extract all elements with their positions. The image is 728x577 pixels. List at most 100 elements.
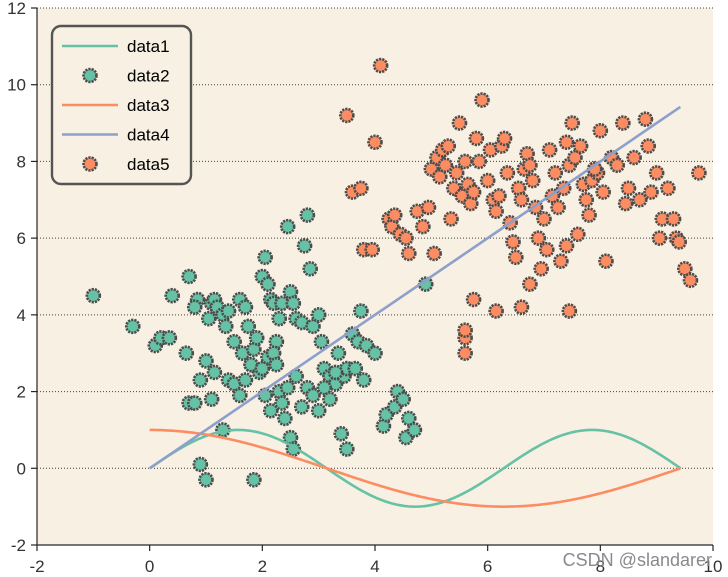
data5-point bbox=[465, 184, 482, 200]
data2-point bbox=[316, 379, 333, 396]
data2-point bbox=[246, 471, 262, 488]
data2-point bbox=[248, 330, 265, 346]
data5-point bbox=[488, 303, 504, 319]
data5-point bbox=[626, 149, 642, 166]
data5-point bbox=[569, 226, 586, 243]
data2-point bbox=[240, 318, 257, 335]
y-tick-label: -2 bbox=[11, 536, 26, 555]
watermark: CSDN @slandarer bbox=[562, 550, 712, 570]
data5-point bbox=[615, 115, 631, 131]
data2-point bbox=[353, 303, 369, 319]
data5-point bbox=[561, 303, 578, 319]
series-layer bbox=[85, 57, 707, 508]
data5-point bbox=[682, 272, 699, 289]
data2-point bbox=[268, 356, 285, 373]
legend-item-data5: data5 bbox=[82, 155, 170, 174]
data2-point bbox=[322, 391, 338, 408]
data2-point bbox=[206, 364, 223, 381]
y-tick-label: 6 bbox=[17, 229, 26, 248]
data5-point bbox=[651, 230, 668, 246]
data5-point bbox=[578, 191, 595, 208]
data2-point bbox=[201, 310, 217, 327]
data2-point bbox=[274, 395, 290, 411]
legend-swatch-marker bbox=[82, 67, 98, 84]
data2-point bbox=[305, 318, 321, 335]
data5-point bbox=[353, 180, 369, 197]
data2-point bbox=[327, 364, 344, 381]
data5-point bbox=[524, 172, 541, 189]
axes: -2 0 2 4 6 8 10 -2 0 2 4 6 8 10 12 bbox=[7, 0, 722, 576]
data2-point bbox=[164, 287, 180, 304]
data5-point bbox=[457, 345, 473, 362]
x-tick-label: 0 bbox=[145, 557, 154, 576]
series-data4-line bbox=[148, 105, 682, 470]
data2-point bbox=[400, 410, 417, 427]
legend-label: data2 bbox=[127, 67, 170, 86]
legend-label: data4 bbox=[127, 126, 170, 145]
data2-point bbox=[310, 402, 327, 419]
data5-point bbox=[440, 138, 457, 154]
legend-label: data5 bbox=[127, 155, 170, 174]
data5-point bbox=[558, 134, 575, 151]
data5-point bbox=[595, 184, 611, 200]
data2-point bbox=[386, 399, 403, 415]
data2-point bbox=[198, 471, 214, 488]
data2-point bbox=[305, 387, 321, 404]
data2-point bbox=[339, 441, 355, 457]
data5-point bbox=[533, 261, 549, 277]
data5-point bbox=[677, 261, 693, 277]
data2-point bbox=[203, 391, 220, 408]
data2-point bbox=[279, 379, 296, 396]
x-tick-label: 8 bbox=[596, 557, 605, 576]
data5-point bbox=[339, 107, 355, 124]
legend-item-data3: data3 bbox=[62, 96, 170, 115]
data2-point bbox=[237, 372, 254, 388]
data5-point bbox=[488, 203, 504, 220]
data5-point bbox=[479, 172, 496, 189]
data5-point bbox=[637, 111, 654, 128]
data5-point bbox=[367, 134, 383, 151]
legend-label: data3 bbox=[127, 96, 170, 115]
data5-point bbox=[513, 191, 530, 208]
data2-point bbox=[302, 261, 319, 277]
data5-point bbox=[443, 211, 459, 227]
data5-point bbox=[496, 130, 513, 147]
y-tick-label: 4 bbox=[17, 306, 26, 325]
data5-point bbox=[499, 165, 516, 181]
data2-point bbox=[192, 372, 209, 388]
data5-point bbox=[457, 322, 473, 339]
data5-point bbox=[592, 122, 609, 139]
data2-point bbox=[186, 299, 203, 315]
data5-point bbox=[471, 153, 488, 170]
data5-point bbox=[541, 142, 558, 158]
data5-point bbox=[536, 211, 552, 227]
data2-point bbox=[277, 410, 293, 427]
data5-point bbox=[598, 253, 614, 269]
data5-point bbox=[431, 168, 448, 185]
data5-point bbox=[567, 149, 583, 166]
data5-point bbox=[386, 207, 403, 223]
data5-point bbox=[491, 188, 507, 204]
data5-point bbox=[522, 157, 538, 174]
data2-point bbox=[217, 318, 234, 335]
data5-point bbox=[581, 207, 597, 223]
data2-point bbox=[406, 422, 423, 438]
data2-point bbox=[186, 395, 203, 411]
data5-point bbox=[640, 138, 657, 154]
legend-item-data2: data2 bbox=[82, 67, 170, 86]
data5-point bbox=[553, 253, 569, 269]
data2-point bbox=[124, 318, 141, 335]
data2-point bbox=[398, 429, 414, 446]
legend-item-data1: data1 bbox=[62, 37, 170, 56]
data5-point bbox=[457, 153, 473, 170]
data5-point bbox=[448, 165, 465, 181]
data5-point bbox=[691, 165, 707, 181]
x-tick-label: 4 bbox=[370, 557, 379, 576]
series-data2 bbox=[85, 207, 434, 488]
data2-point bbox=[395, 391, 411, 408]
data5-point bbox=[415, 218, 431, 235]
data5-point bbox=[426, 245, 442, 262]
data5-point bbox=[572, 138, 589, 154]
data5-point bbox=[539, 241, 555, 258]
data5-point bbox=[468, 130, 485, 147]
